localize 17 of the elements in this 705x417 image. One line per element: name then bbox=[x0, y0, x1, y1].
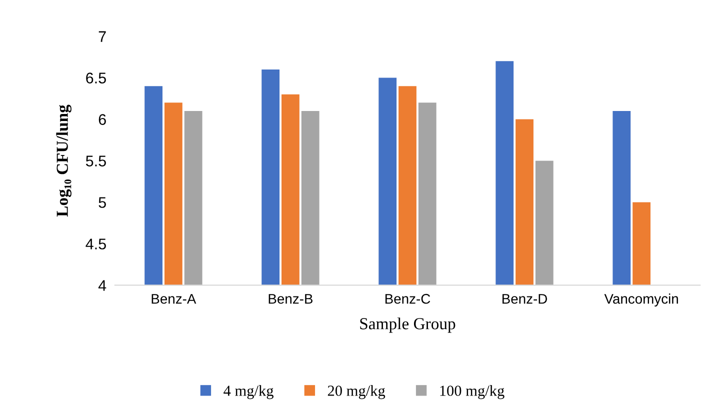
y-tick-label: 6 bbox=[98, 114, 106, 125]
x-tick-label: Benz-C bbox=[385, 294, 430, 304]
y-tick-label: 4.5 bbox=[86, 238, 106, 250]
legend-label: 4 mg/kg bbox=[224, 385, 274, 400]
x-tick-label: Vancomycin bbox=[604, 294, 678, 307]
x-axis-title: Sample Group bbox=[360, 318, 456, 333]
x-tick-label: Benz-A bbox=[152, 294, 196, 304]
x-tick-label: Benz-B bbox=[268, 294, 312, 304]
y-tick-label: 6.5 bbox=[86, 72, 106, 84]
y-tick-label: 4 bbox=[98, 280, 106, 291]
legend-label: 20 mg/kg bbox=[328, 385, 386, 400]
y-tick-label: 7 bbox=[98, 31, 106, 42]
y-tick-label: 5.5 bbox=[86, 156, 106, 166]
x-tick-label: Benz-D bbox=[502, 294, 548, 304]
y-axis-title: Log₁₀ CFU/lung bbox=[56, 104, 72, 217]
legend-label: 100 mg/kg bbox=[440, 385, 504, 400]
y-tick-label: 5 bbox=[98, 197, 106, 208]
